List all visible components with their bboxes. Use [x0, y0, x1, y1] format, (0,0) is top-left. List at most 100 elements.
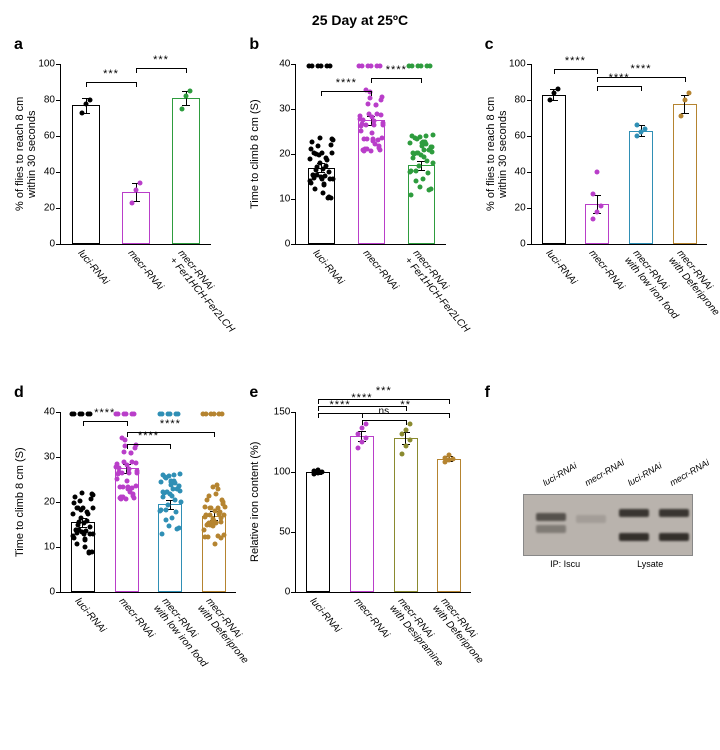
data-point [409, 63, 414, 68]
data-point [158, 479, 163, 484]
data-point [124, 411, 129, 416]
blot-band [619, 509, 649, 517]
significance-tick [86, 82, 87, 87]
data-point [212, 542, 217, 547]
data-point [420, 144, 425, 149]
data-point [403, 428, 408, 433]
blot-lane-label: mecr-RNAi [668, 469, 690, 488]
data-point [203, 411, 208, 416]
panel-letter: d [14, 384, 24, 402]
data-point [172, 473, 177, 478]
significance-bar [83, 421, 127, 422]
data-point [408, 140, 413, 145]
ytick-label: 30 [44, 452, 55, 463]
blot-band [576, 515, 606, 523]
ytick [291, 244, 296, 245]
ytick [527, 100, 532, 101]
data-point [407, 169, 412, 174]
data-point [325, 157, 330, 162]
data-point [127, 467, 132, 472]
data-point [355, 431, 360, 436]
data-point [307, 157, 312, 162]
data-point [682, 98, 687, 103]
ytick [291, 592, 296, 593]
ytick [56, 172, 61, 173]
data-point [211, 411, 216, 416]
data-point [81, 505, 86, 510]
data-point [363, 422, 368, 427]
ytick [56, 208, 61, 209]
data-point [164, 476, 169, 481]
figure-grid: a020406080100luci-RNAimecr-RNAimecr-RNAi… [12, 34, 708, 720]
data-point [188, 89, 193, 94]
bar [542, 95, 566, 244]
chart-area: 020406080100luci-RNAimecr-RNAimecr-RNAi+… [60, 64, 211, 245]
panel-letter: e [249, 384, 258, 402]
significance-tick [449, 399, 450, 404]
data-point [89, 491, 94, 496]
significance-bar [86, 82, 136, 83]
data-point [74, 506, 79, 511]
bar [437, 459, 461, 592]
panel-b: b010203040luci-RNAimecr-RNAimecr-RNAi+ F… [247, 34, 472, 372]
ytick-label: 20 [44, 497, 55, 508]
data-point [313, 168, 318, 173]
significance-tick [318, 413, 319, 418]
blot-band [536, 525, 566, 533]
data-point [88, 98, 93, 103]
data-point [308, 179, 313, 184]
data-point [313, 186, 318, 191]
data-point [451, 456, 456, 461]
figure-title: 25 Day at 25ºC [12, 12, 708, 28]
data-point [421, 176, 426, 181]
panel-c: c020406080100luci-RNAimecr-RNAimecr-RNAi… [483, 34, 708, 372]
data-point [430, 150, 435, 155]
blot-image: kDa50 —37 —Blot:Nfs1 [523, 494, 693, 556]
data-point [376, 145, 381, 150]
ytick-label: 10 [44, 542, 55, 553]
data-point [89, 550, 94, 555]
data-point [135, 471, 140, 476]
data-point [418, 63, 423, 68]
data-point [418, 152, 423, 157]
data-point [119, 470, 124, 475]
data-point [555, 87, 560, 92]
significance-label: **** [386, 64, 407, 76]
significance-tick [449, 413, 450, 418]
data-point [201, 527, 206, 532]
data-point [411, 155, 416, 160]
data-point [317, 161, 322, 166]
data-point [214, 482, 219, 487]
significance-tick [318, 399, 319, 404]
data-point [124, 479, 129, 484]
significance-label: **** [565, 55, 586, 67]
panel-letter: b [249, 36, 259, 54]
chart-area: 020406080100luci-RNAimecr-RNAimecr-RNAiw… [531, 64, 707, 245]
data-point [133, 461, 138, 466]
significance-bar [362, 420, 406, 421]
data-point [81, 532, 86, 537]
data-point [79, 491, 84, 496]
data-point [591, 216, 596, 221]
ytick-label: 10 [279, 194, 290, 205]
data-point [381, 123, 386, 128]
blot-band [659, 533, 689, 541]
data-point [424, 134, 429, 139]
data-point [355, 446, 360, 451]
significance-tick [554, 69, 555, 74]
data-point [84, 518, 89, 523]
data-point [116, 411, 121, 416]
data-point [161, 494, 166, 499]
significance-bar [554, 69, 598, 70]
x-category-label: mecr-RNAi [587, 248, 627, 292]
significance-bar [127, 444, 171, 445]
significance-bar [136, 68, 186, 69]
data-point [430, 132, 435, 137]
ytick-label: 80 [44, 95, 55, 106]
blot-bottom-labels: IP: IscuLysate [523, 559, 693, 569]
significance-tick [127, 444, 128, 449]
blot-bottom-label: Lysate [608, 559, 693, 569]
ytick [291, 412, 296, 413]
x-category-label: mecr-RNAi [126, 248, 166, 292]
data-point [166, 502, 171, 507]
